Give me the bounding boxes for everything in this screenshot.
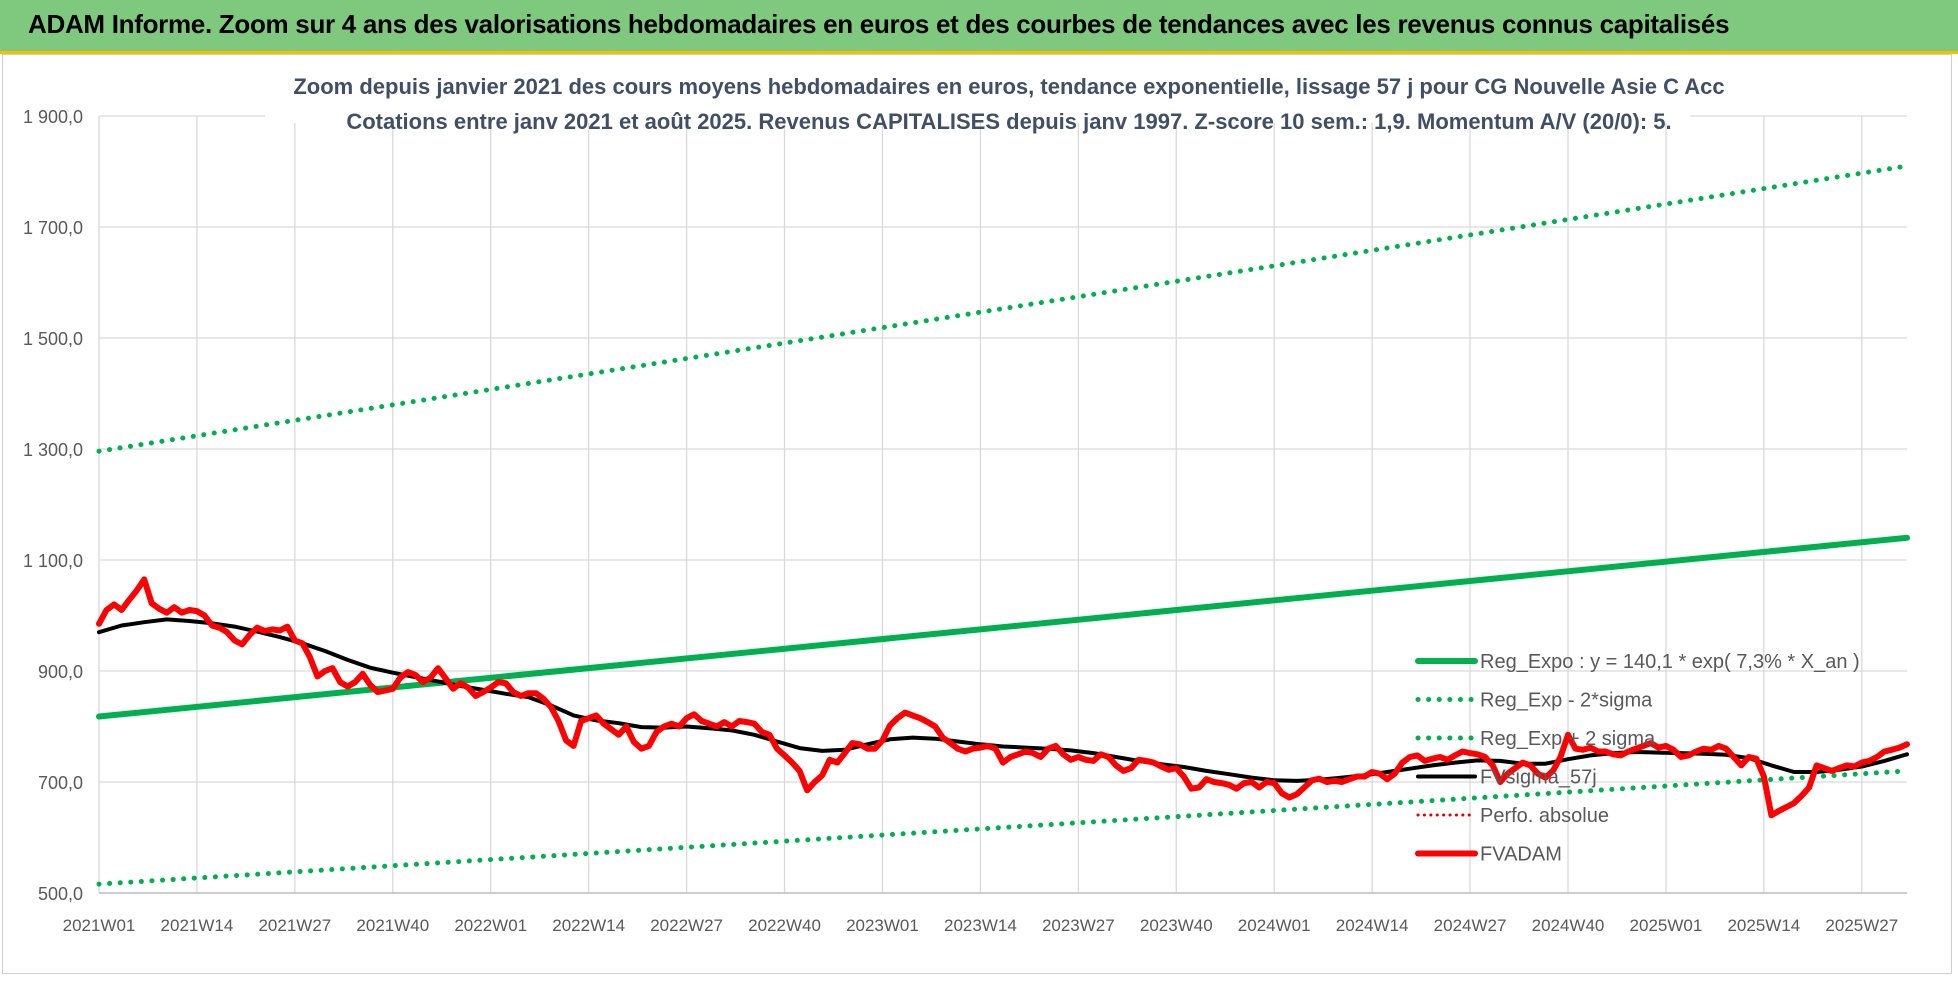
y-tick-label: 1 300,0	[23, 440, 83, 460]
x-tick-label: 2021W01	[63, 916, 136, 935]
chart-title-line-1: Zoom depuis janvier 2021 des cours moyen…	[293, 74, 1724, 99]
chart-titles: Zoom depuis janvier 2021 des cours moyen…	[265, 61, 1725, 134]
report-title: ADAM Informe. Zoom sur 4 ans des valoris…	[28, 9, 1730, 39]
y-tick-label: 900,0	[38, 662, 83, 682]
x-tick-label: 2021W14	[161, 916, 234, 935]
x-tick-label: 2025W14	[1727, 916, 1800, 935]
y-tick-label: 1 700,0	[23, 218, 83, 238]
x-tick-label: 2023W27	[1042, 916, 1115, 935]
series-line-1	[96, 768, 1910, 887]
y-tick-label: 1 900,0	[23, 107, 83, 127]
y-axis: 500,0 700,0 900,0 1 100,0 1 300,0 1 500,0 1 70…	[23, 107, 83, 904]
x-tick-label: 2025W01	[1630, 916, 1703, 935]
x-tick-label: 2025W27	[1825, 916, 1898, 935]
report-banner: ADAM Informe. Zoom sur 4 ans des valoris…	[0, 0, 1958, 54]
trend-chart: 500,0 700,0 900,0 1 100,0 1 300,0 1 500,0 1 70…	[23, 61, 1910, 935]
series-line-2	[96, 163, 1910, 454]
chart-title-background	[265, 61, 1690, 123]
chart-legend: Reg_Expo : y = 140,1 * exp( 7,3% * X_an …	[1415, 651, 1860, 866]
y-tick-label: 700,0	[38, 773, 83, 793]
x-tick-label: 2023W01	[846, 916, 919, 935]
x-tick-label: 2024W01	[1238, 916, 1311, 935]
legend-label: Reg_Expo : y = 140,1 * exp( 7,3% * X_an …	[1480, 651, 1860, 673]
x-tick-label: 2021W40	[356, 916, 429, 935]
x-tick-label: 2024W14	[1336, 916, 1409, 935]
chart-gridlines	[98, 115, 1907, 894]
legend-label: Reg_Exp + 2 sigma	[1480, 728, 1656, 750]
x-tick-label: 2024W27	[1434, 916, 1507, 935]
y-tick-label: 1 500,0	[23, 329, 83, 349]
series-line-0	[96, 534, 1910, 720]
x-tick-label: 2022W40	[748, 916, 821, 935]
y-tick-label: 1 100,0	[23, 551, 83, 571]
x-tick-label: 2023W40	[1140, 916, 1213, 935]
x-tick-label: 2024W40	[1532, 916, 1605, 935]
x-tick-label: 2022W01	[454, 916, 527, 935]
x-tick-label: 2022W27	[650, 916, 723, 935]
chart-series	[96, 163, 1910, 887]
x-axis: 2021W01 2021W14 2021W27 2021W40 2022W01 2022W…	[63, 892, 1907, 935]
x-tick-label: 2021W27	[258, 916, 331, 935]
legend-label: Reg_Exp - 2*sigma	[1480, 690, 1653, 712]
legend-label: FVADAM	[1480, 844, 1562, 866]
y-tick-label: 500,0	[38, 884, 83, 904]
chart-title-line-2: Cotations entre janv 2021 et août 2025. …	[346, 109, 1671, 134]
legend-label: FVsigma_57j	[1480, 767, 1597, 789]
x-tick-label: 2022W14	[552, 916, 625, 935]
chart-frame: 500,0 700,0 900,0 1 100,0 1 300,0 1 500,0 1 70…	[2, 54, 1952, 974]
legend-label: Perfo. absolue	[1480, 805, 1609, 827]
x-tick-label: 2023W14	[944, 916, 1017, 935]
series-line-5	[96, 576, 1910, 819]
